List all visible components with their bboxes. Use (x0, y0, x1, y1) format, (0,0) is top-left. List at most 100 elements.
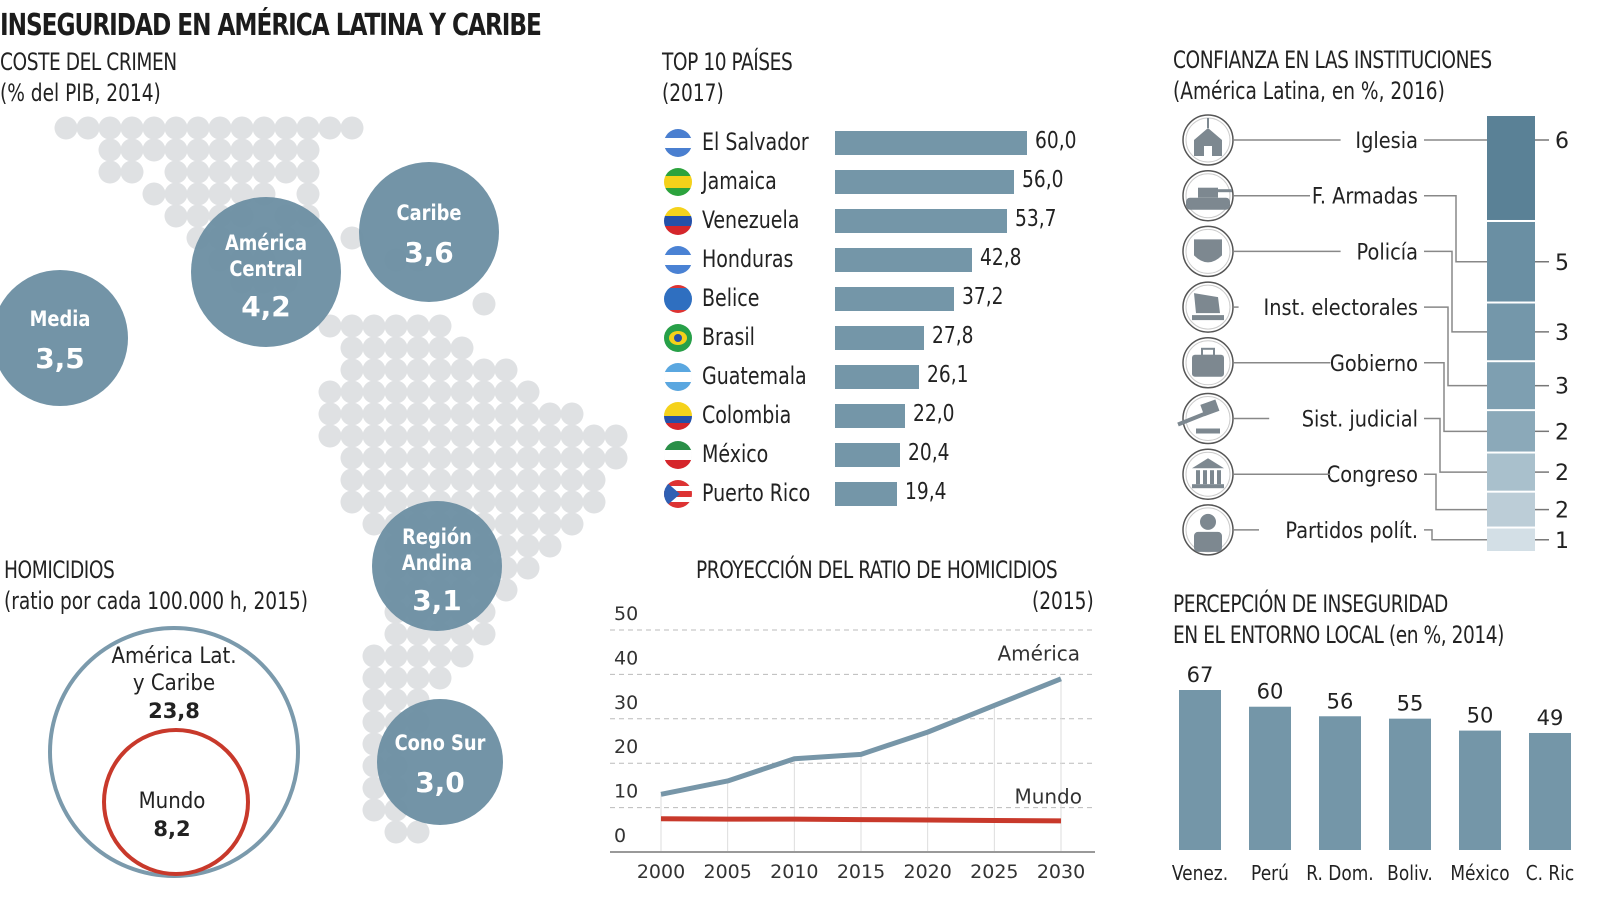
confianza-label: Partidos polít. (1285, 518, 1418, 543)
police-badge-icon (1182, 225, 1234, 278)
map-dot (362, 468, 386, 492)
country-bar (835, 326, 924, 350)
country-value: 22,0 (913, 401, 955, 427)
map-dot (538, 424, 562, 448)
map-dot (208, 116, 232, 140)
confianza-value: 2 (1555, 420, 1569, 445)
map-dot (186, 116, 210, 140)
map-dot (340, 490, 364, 514)
map-dot (318, 380, 342, 404)
map-dot (516, 402, 540, 426)
map-dot (472, 622, 496, 646)
x-tick-label: 2030 (1037, 861, 1085, 883)
map-dot (230, 116, 254, 140)
map-dot (186, 138, 210, 162)
gavel-icon (1177, 392, 1234, 445)
x-tick-label: 2000 (637, 861, 685, 883)
map-dot (274, 138, 298, 162)
country-value: 27,8 (931, 323, 974, 349)
region-bubble-circle (377, 699, 503, 825)
map-dot (472, 358, 496, 382)
region-bubble: Caribe 3,6 (359, 162, 499, 302)
percepcion-value: 55 (1397, 692, 1424, 716)
map-dot (472, 490, 496, 514)
x-tick-label: 2005 (703, 861, 751, 883)
region-bubble-circle (372, 501, 502, 631)
y-tick-label: 30 (614, 692, 638, 714)
confianza-value: 3 (1555, 321, 1569, 346)
map-dot (384, 336, 408, 360)
confianza-connector (1424, 529, 1487, 541)
map-dot (560, 490, 584, 514)
map-dot (340, 358, 364, 382)
dot-map-dots (54, 116, 628, 844)
percepcion-bar (1389, 718, 1431, 850)
map-dot (384, 644, 408, 668)
map-dot (362, 314, 386, 338)
country-bar (835, 365, 919, 389)
map-dot (120, 116, 144, 140)
proyeccion-subtitle: (2015) (1032, 587, 1094, 615)
country-bar (835, 287, 955, 311)
map-dot (516, 468, 540, 492)
map-dot (340, 116, 364, 140)
map-dot (450, 468, 474, 492)
x-tick-label: 2010 (770, 861, 818, 883)
mundo-value: 8,2 (153, 817, 190, 841)
map-dot (516, 446, 540, 470)
map-dot (362, 644, 386, 668)
map-dot (494, 380, 518, 404)
map-dot (274, 160, 298, 184)
venezuela-flag-icon (664, 207, 692, 235)
country-label: Honduras (702, 245, 794, 273)
map-dot (450, 644, 474, 668)
confianza-segment (1487, 528, 1535, 551)
map-dot (230, 160, 254, 184)
map-dot (384, 820, 408, 844)
map-dot (340, 468, 364, 492)
percepcion-value: 60 (1257, 680, 1284, 704)
map-dot (296, 182, 320, 206)
country-bar (835, 482, 898, 506)
country-label: Venezuela (702, 206, 800, 234)
map-dot (164, 138, 188, 162)
country-label: Brasil (702, 323, 755, 351)
map-dot (582, 490, 606, 514)
map-dot (384, 358, 408, 382)
region-bubble: Cono Sur 3,0 (377, 699, 503, 825)
confianza-connector (1424, 362, 1487, 433)
map-dot (340, 314, 364, 338)
map-dot (472, 380, 496, 404)
confianza-segment (1487, 221, 1535, 302)
confianza-connector (1424, 194, 1487, 263)
map-dot (362, 798, 386, 822)
colombia-flag-icon (664, 402, 692, 430)
map-dot (384, 446, 408, 470)
map-dot (362, 490, 386, 514)
map-dot (384, 490, 408, 514)
map-dot (472, 292, 496, 316)
y-tick-label: 50 (614, 603, 638, 625)
map-dot (362, 358, 386, 382)
coste-crimen-title: COSTE DEL CRIMEN (0, 48, 177, 76)
region-bubble: Media 3,5 (0, 270, 128, 406)
region-bubble-circle (359, 162, 499, 302)
map-dot (560, 512, 584, 536)
confianza-label: Congreso (1327, 462, 1418, 487)
country-label: Puerto Rico (702, 479, 811, 507)
x-tick-label: 2020 (903, 861, 951, 883)
confianza-value: 2 (1555, 499, 1569, 524)
confianza-subtitle: (América Latina, en %, 2016) (1173, 77, 1445, 105)
confianza-label: Gobierno (1330, 351, 1418, 376)
country-value: 19,4 (905, 479, 947, 505)
confianza-value: 3 (1555, 375, 1569, 400)
confianza-label: Sist. judicial (1302, 406, 1418, 431)
person-icon (1182, 504, 1234, 556)
confianza-value: 5 (1555, 251, 1569, 276)
map-dot (384, 380, 408, 404)
map-dot (428, 358, 452, 382)
percepcion-category: R. Dom. (1306, 863, 1373, 886)
